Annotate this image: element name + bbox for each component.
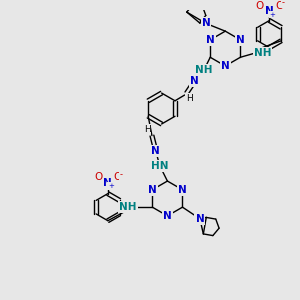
- Text: N: N: [221, 61, 230, 71]
- Text: O: O: [256, 1, 264, 11]
- Text: N: N: [148, 185, 157, 195]
- Text: N: N: [103, 178, 112, 188]
- Text: -: -: [281, 0, 284, 8]
- Text: N: N: [265, 6, 274, 16]
- Text: +: +: [108, 183, 114, 189]
- Text: N: N: [236, 35, 245, 45]
- Text: NH: NH: [254, 48, 272, 59]
- Text: NH: NH: [195, 65, 213, 75]
- Text: N: N: [163, 211, 172, 221]
- Text: HN: HN: [151, 160, 168, 171]
- Text: NH: NH: [119, 202, 137, 212]
- Text: N: N: [152, 146, 160, 156]
- Text: N: N: [196, 214, 204, 224]
- Text: O: O: [113, 172, 122, 182]
- Text: +: +: [269, 12, 275, 18]
- Text: N: N: [206, 35, 214, 45]
- Text: H: H: [144, 125, 151, 134]
- Text: N: N: [190, 76, 199, 86]
- Text: O: O: [94, 172, 102, 182]
- Text: N: N: [202, 18, 210, 28]
- Text: H: H: [186, 94, 193, 103]
- Text: N: N: [178, 185, 187, 195]
- Text: O: O: [275, 1, 283, 11]
- Text: -: -: [120, 170, 123, 179]
